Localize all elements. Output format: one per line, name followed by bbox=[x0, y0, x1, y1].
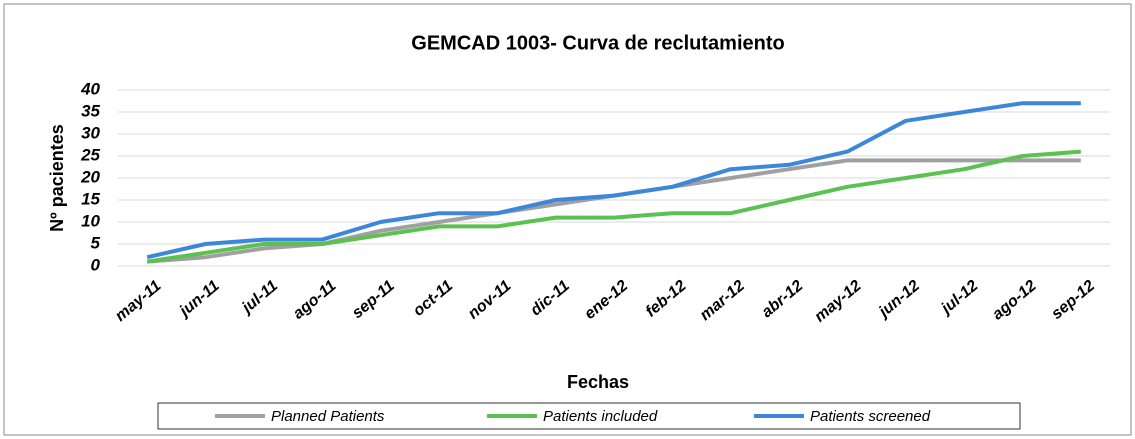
chart-title: GEMCAD 1003- Curva de reclutamiento bbox=[411, 32, 784, 54]
legend-label: Planned Patients bbox=[271, 408, 385, 425]
legend-label: Patients screened bbox=[810, 408, 931, 425]
y-tick-label: 10 bbox=[81, 211, 100, 230]
y-tick-label: 35 bbox=[81, 101, 100, 120]
y-tick-label: 20 bbox=[80, 167, 100, 186]
y-tick-label: 15 bbox=[81, 189, 100, 208]
legend-box bbox=[157, 402, 1021, 430]
legend-label: Patients included bbox=[543, 408, 658, 425]
y-tick-label: 0 bbox=[91, 255, 101, 274]
y-tick-label: 25 bbox=[80, 145, 100, 164]
y-tick-label: 30 bbox=[81, 123, 100, 142]
series-line bbox=[146, 101, 1081, 260]
y-tick-label: 40 bbox=[80, 79, 100, 98]
y-tick-label: 5 bbox=[91, 233, 101, 252]
y-axis-label: Nº pacientes bbox=[47, 124, 67, 232]
series-line bbox=[146, 149, 1081, 264]
x-axis-label: Fechas bbox=[567, 372, 629, 392]
